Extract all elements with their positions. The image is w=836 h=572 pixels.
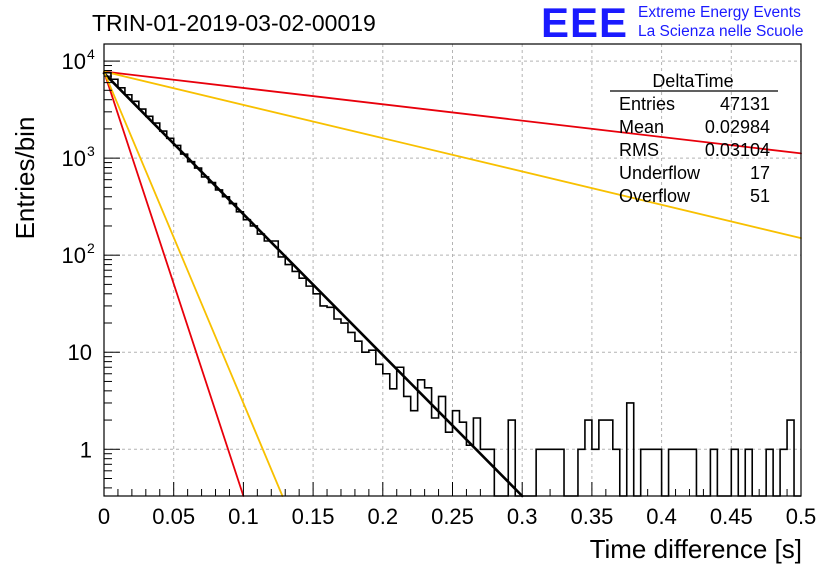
logo-caption-line1: Extreme Energy Events bbox=[638, 4, 801, 21]
stats-label-underflow: Underflow bbox=[619, 163, 701, 183]
fit-curve-4 bbox=[103, 70, 802, 239]
stats-value-overflow: 51 bbox=[750, 186, 770, 206]
x-tick-label: 0.35 bbox=[570, 504, 613, 529]
stats-box: DeltaTime Entries 47131 Mean 0.02984 RMS… bbox=[610, 71, 778, 206]
x-tick-label: 0.45 bbox=[710, 504, 753, 529]
y-tick-label: 10 bbox=[62, 49, 86, 74]
x-tick-label: 0.1 bbox=[228, 504, 259, 529]
x-tick-label: 0.4 bbox=[646, 504, 677, 529]
chart-title: TRIN-01-2019-03-02-00019 bbox=[92, 10, 376, 36]
stats-label-mean: Mean bbox=[619, 117, 664, 137]
fit-curve-2 bbox=[103, 70, 284, 497]
fit-curve-3 bbox=[103, 70, 802, 155]
stats-title: DeltaTime bbox=[652, 71, 733, 91]
stats-value-entries: 47131 bbox=[720, 94, 770, 114]
stats-value-rms: 0.03104 bbox=[705, 140, 770, 160]
y-tick-label: 1 bbox=[80, 437, 92, 462]
y-tick-exponent: 4 bbox=[87, 46, 95, 62]
y-tick-label: 10 bbox=[68, 340, 92, 365]
fit-curve-1 bbox=[103, 70, 245, 497]
x-tick-label: 0.25 bbox=[431, 504, 474, 529]
stats-label-entries: Entries bbox=[619, 94, 675, 114]
x-tick-labels: 0 0.05 0.1 0.15 0.2 0.25 0.3 0.35 0.4 0.45 0.5 bbox=[98, 504, 816, 529]
stats-label-overflow: Overflow bbox=[619, 186, 691, 206]
y-tick-label: 10 bbox=[62, 243, 86, 268]
x-tick-label: 0.5 bbox=[786, 504, 817, 529]
y-tick-exponent: 3 bbox=[87, 143, 95, 159]
logo-caption-line2: La Scienza nelle Scuole bbox=[638, 23, 804, 40]
eee-logo: EEE bbox=[541, 0, 629, 46]
x-tick-label: 0 bbox=[98, 504, 110, 529]
axis-ticks bbox=[103, 60, 802, 496]
x-tick-label: 0.3 bbox=[507, 504, 538, 529]
x-tick-label: 0.05 bbox=[152, 504, 195, 529]
x-tick-label: 0.2 bbox=[368, 504, 399, 529]
histogram-series bbox=[104, 71, 801, 497]
x-tick-label: 0.15 bbox=[292, 504, 335, 529]
y-axis-label: Entries/bin bbox=[10, 117, 40, 240]
logo-caption: Extreme Energy Events La Scienza nelle S… bbox=[638, 3, 803, 41]
stats-value-underflow: 17 bbox=[750, 163, 770, 183]
stats-label-rms: RMS bbox=[619, 140, 659, 160]
y-tick-exponent: 2 bbox=[87, 240, 95, 256]
stats-value-mean: 0.02984 bbox=[705, 117, 770, 137]
y-tick-label: 10 bbox=[62, 146, 86, 171]
x-axis-label: Time difference [s] bbox=[590, 534, 802, 564]
grid-lines bbox=[104, 44, 801, 496]
